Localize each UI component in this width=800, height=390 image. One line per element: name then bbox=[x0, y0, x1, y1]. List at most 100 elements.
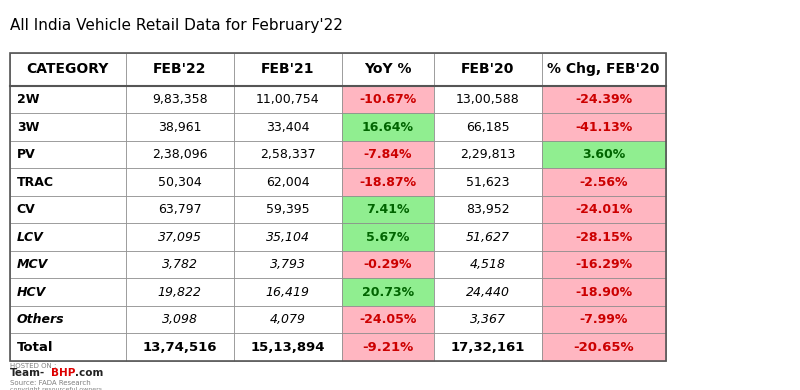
Text: 66,185: 66,185 bbox=[466, 121, 510, 133]
Bar bbox=[542, 168, 666, 196]
Bar bbox=[342, 196, 434, 223]
Text: 9,83,358: 9,83,358 bbox=[152, 93, 207, 106]
Bar bbox=[542, 306, 666, 333]
Text: -2.56%: -2.56% bbox=[579, 176, 628, 188]
Bar bbox=[126, 196, 234, 223]
Bar bbox=[10, 141, 126, 168]
Bar bbox=[342, 168, 434, 196]
Bar bbox=[234, 86, 342, 113]
Bar bbox=[126, 278, 234, 306]
Bar bbox=[542, 333, 666, 361]
Bar bbox=[126, 168, 234, 196]
Bar bbox=[434, 223, 542, 251]
Text: -20.65%: -20.65% bbox=[574, 340, 634, 353]
Bar bbox=[342, 333, 434, 361]
Bar bbox=[126, 333, 234, 361]
Text: 38,961: 38,961 bbox=[158, 121, 202, 133]
Text: -10.67%: -10.67% bbox=[359, 93, 416, 106]
Text: 13,74,516: 13,74,516 bbox=[142, 340, 217, 353]
Bar bbox=[542, 251, 666, 278]
Text: 2W: 2W bbox=[17, 93, 39, 106]
Text: Team-: Team- bbox=[10, 368, 45, 378]
Text: 11,00,754: 11,00,754 bbox=[256, 93, 319, 106]
Text: .com: .com bbox=[75, 368, 103, 378]
Bar bbox=[434, 251, 542, 278]
Text: 83,952: 83,952 bbox=[466, 203, 510, 216]
Bar bbox=[126, 141, 234, 168]
Text: 33,404: 33,404 bbox=[266, 121, 310, 133]
Text: Total: Total bbox=[17, 340, 54, 353]
Bar bbox=[126, 306, 234, 333]
Bar bbox=[234, 196, 342, 223]
Bar bbox=[234, 53, 342, 86]
Bar bbox=[126, 223, 234, 251]
Bar bbox=[342, 113, 434, 141]
Text: 3,782: 3,782 bbox=[162, 258, 198, 271]
Text: copyright resourceful owners: copyright resourceful owners bbox=[10, 387, 102, 390]
Text: 24,440: 24,440 bbox=[466, 285, 510, 298]
Text: 16.64%: 16.64% bbox=[362, 121, 414, 133]
Bar bbox=[10, 306, 126, 333]
Text: All India Vehicle Retail Data for February'22: All India Vehicle Retail Data for Februa… bbox=[10, 18, 342, 32]
Bar bbox=[434, 86, 542, 113]
Text: 2,58,337: 2,58,337 bbox=[260, 148, 315, 161]
Text: 2,29,813: 2,29,813 bbox=[460, 148, 515, 161]
Bar bbox=[10, 86, 126, 113]
Text: 37,095: 37,095 bbox=[158, 230, 202, 243]
Text: 35,104: 35,104 bbox=[266, 230, 310, 243]
Bar bbox=[126, 53, 234, 86]
Text: -0.29%: -0.29% bbox=[363, 258, 412, 271]
Text: HOSTED ON :: HOSTED ON : bbox=[10, 363, 56, 369]
Text: 2,38,096: 2,38,096 bbox=[152, 148, 207, 161]
Text: 4,079: 4,079 bbox=[270, 313, 306, 326]
Bar bbox=[234, 223, 342, 251]
Bar bbox=[10, 251, 126, 278]
Bar bbox=[10, 53, 666, 361]
Bar bbox=[434, 306, 542, 333]
Bar bbox=[234, 333, 342, 361]
Text: FEB'22: FEB'22 bbox=[153, 62, 206, 76]
Text: -7.84%: -7.84% bbox=[363, 148, 412, 161]
Text: YoY %: YoY % bbox=[364, 62, 411, 76]
Text: -18.87%: -18.87% bbox=[359, 176, 416, 188]
Bar bbox=[234, 306, 342, 333]
Bar bbox=[234, 278, 342, 306]
Text: FEB'20: FEB'20 bbox=[461, 62, 514, 76]
Text: BHP: BHP bbox=[51, 368, 75, 378]
Text: 17,32,161: 17,32,161 bbox=[450, 340, 525, 353]
Bar bbox=[342, 223, 434, 251]
Text: 51,627: 51,627 bbox=[466, 230, 510, 243]
Text: Source: FADA Research: Source: FADA Research bbox=[10, 380, 90, 386]
Bar bbox=[10, 168, 126, 196]
Bar bbox=[434, 196, 542, 223]
Bar bbox=[10, 278, 126, 306]
Text: -18.90%: -18.90% bbox=[575, 285, 632, 298]
Text: HCV: HCV bbox=[17, 285, 46, 298]
Bar bbox=[434, 333, 542, 361]
Bar bbox=[434, 168, 542, 196]
Text: -41.13%: -41.13% bbox=[575, 121, 632, 133]
Text: Others: Others bbox=[17, 313, 65, 326]
Bar bbox=[10, 113, 126, 141]
Bar bbox=[10, 333, 126, 361]
Bar bbox=[10, 196, 126, 223]
Text: -24.39%: -24.39% bbox=[575, 93, 632, 106]
Text: 63,797: 63,797 bbox=[158, 203, 202, 216]
Bar bbox=[126, 113, 234, 141]
Bar bbox=[342, 86, 434, 113]
Text: 4,518: 4,518 bbox=[470, 258, 506, 271]
Text: 3,793: 3,793 bbox=[270, 258, 306, 271]
Text: TRAC: TRAC bbox=[17, 176, 54, 188]
Bar bbox=[234, 251, 342, 278]
Bar bbox=[234, 113, 342, 141]
Text: % Chg, FEB'20: % Chg, FEB'20 bbox=[547, 62, 660, 76]
Text: 3,098: 3,098 bbox=[162, 313, 198, 326]
Text: 7.41%: 7.41% bbox=[366, 203, 410, 216]
Text: PV: PV bbox=[17, 148, 35, 161]
Bar bbox=[542, 196, 666, 223]
Text: 16,419: 16,419 bbox=[266, 285, 310, 298]
Text: -7.99%: -7.99% bbox=[579, 313, 628, 326]
Text: 3W: 3W bbox=[17, 121, 39, 133]
Bar bbox=[342, 278, 434, 306]
Text: MCV: MCV bbox=[17, 258, 48, 271]
